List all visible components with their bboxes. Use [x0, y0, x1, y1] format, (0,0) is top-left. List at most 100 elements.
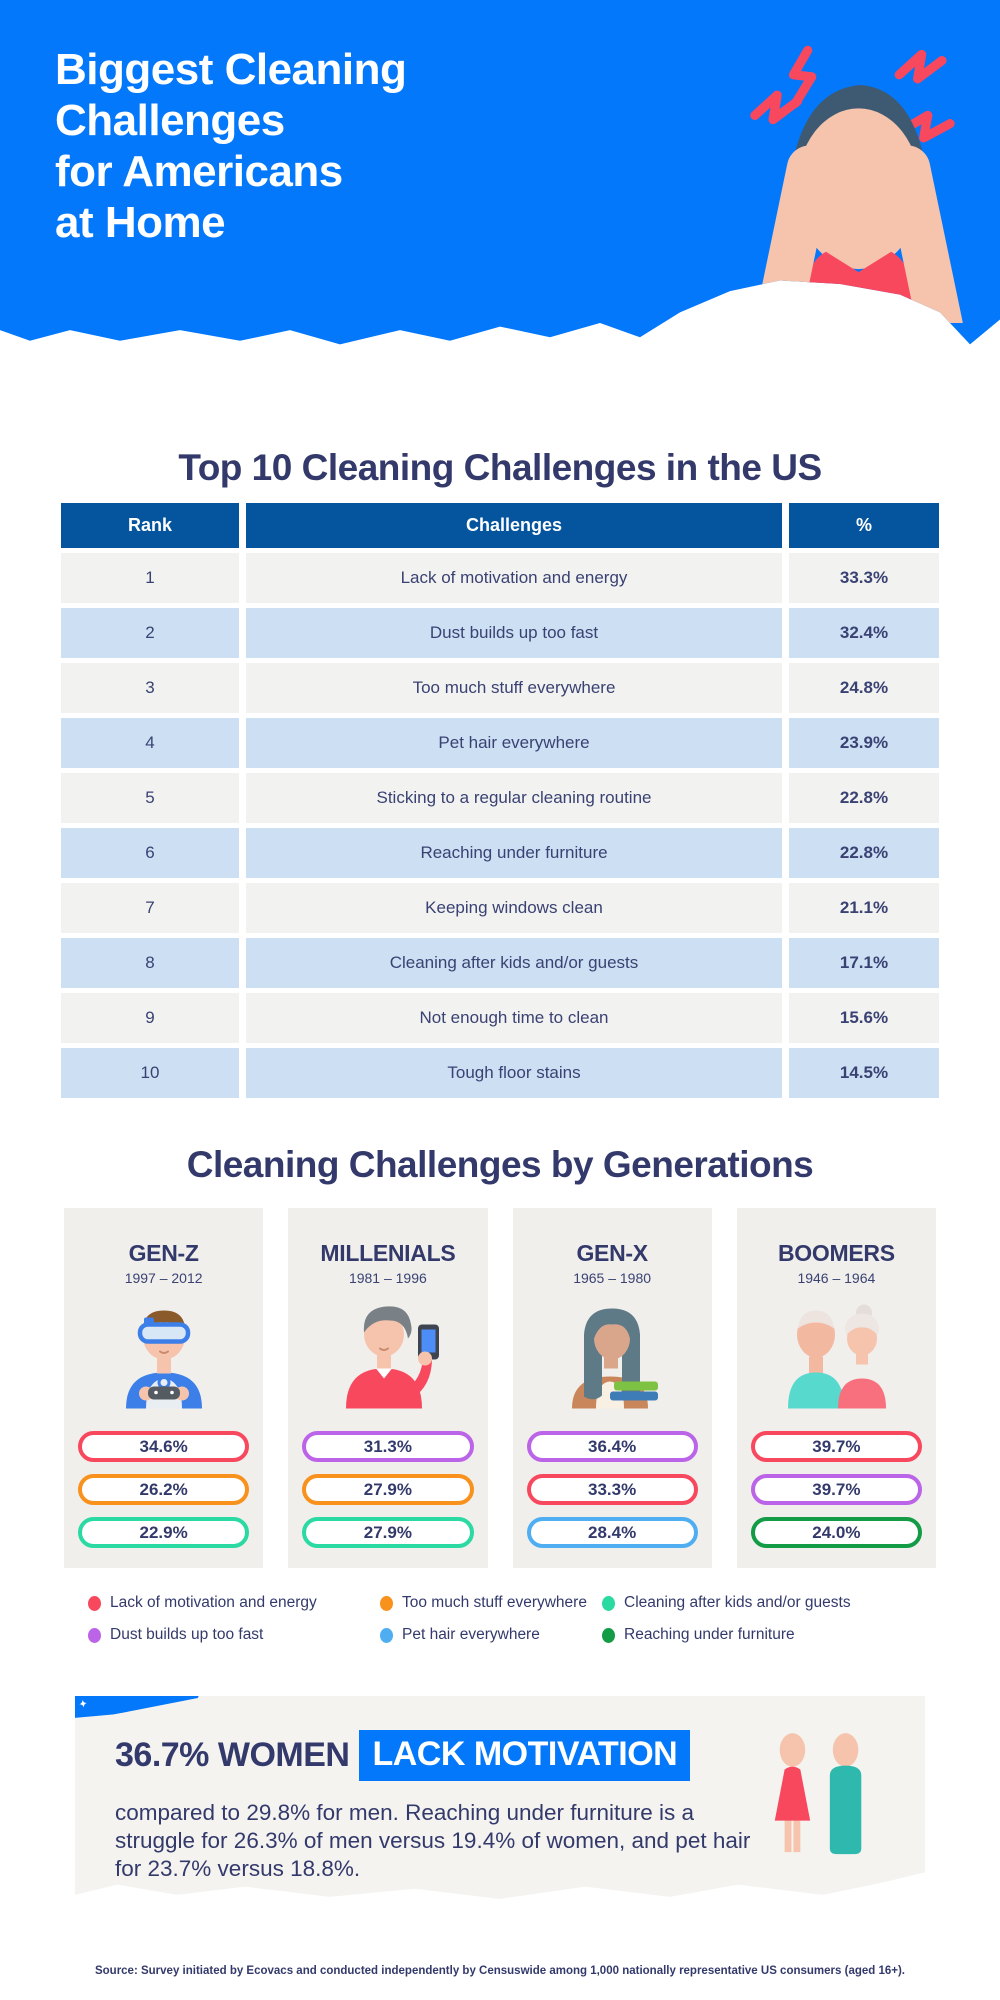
- challenge-cell: Sticking to a regular cleaning routine: [246, 773, 782, 823]
- callout-body-text: compared to 29.8% for men. Reaching unde…: [115, 1800, 751, 1881]
- rank-cell: 9: [61, 993, 239, 1043]
- rank-cell: 5: [61, 773, 239, 823]
- generation-years: 1997 – 2012: [124, 1270, 203, 1286]
- challenge-cell: Not enough time to clean: [246, 993, 782, 1043]
- legend-dot-icon: [602, 1627, 615, 1643]
- legend-dot-icon: [380, 1595, 393, 1611]
- challenge-cell: Dust builds up too fast: [246, 608, 782, 658]
- page-title-line: Biggest Cleaning: [55, 45, 407, 94]
- rank-cell: 8: [61, 938, 239, 988]
- generation-name: GEN-X: [576, 1240, 648, 1266]
- callout-heading-highlight: LACK MOTIVATION: [359, 1730, 691, 1781]
- page-title-line: for Americans: [55, 147, 343, 196]
- pill-group: 31.3% 27.9% 27.9%: [302, 1419, 474, 1548]
- challenge-cell: Too much stuff everywhere: [246, 663, 782, 713]
- stat-pill: 24.0%: [750, 1517, 922, 1548]
- man-with-phone-icon: [345, 1306, 439, 1409]
- callout-heading-plain: 36.7% WOMEN: [115, 1736, 350, 1774]
- stat-pill: 27.9%: [302, 1474, 474, 1505]
- legend-item: Lack of motivation and energy: [88, 1594, 380, 1612]
- column-header-rank: Rank: [61, 503, 239, 548]
- blue-tape-icon: ✳ ✦ ✦ ✦: [45, 1657, 208, 1726]
- pct-cell: 17.1%: [789, 938, 939, 988]
- challenge-cell: Cleaning after kids and/or guests: [246, 938, 782, 988]
- pct-cell: 32.4%: [789, 608, 939, 658]
- legend-label: Too much stuff everywhere: [402, 1594, 587, 1611]
- header-banner: Biggest Cleaning Challenges for American…: [0, 0, 1000, 345]
- stat-pill: 39.7%: [750, 1474, 922, 1505]
- generation-cards: GEN-Z 1997 – 2012 34.6% 26.2% 22.9% MILL…: [64, 1208, 936, 1568]
- pill-group: 34.6% 26.2% 22.9%: [78, 1419, 250, 1548]
- column-header-percent: %: [789, 503, 939, 548]
- page-title: Biggest Cleaning Challenges for American…: [55, 44, 407, 248]
- vr-gamer-icon: [125, 1310, 202, 1409]
- legend-label: Dust builds up too fast: [110, 1626, 264, 1643]
- pill-group: 39.7% 39.7% 24.0%: [750, 1419, 922, 1548]
- legend-item: Reaching under furniture: [602, 1626, 936, 1644]
- stat-pill: 34.6%: [78, 1431, 250, 1462]
- legend-label: Lack of motivation and energy: [110, 1594, 317, 1611]
- pct-cell: 33.3%: [789, 553, 939, 603]
- stat-pill: 33.3%: [526, 1474, 698, 1505]
- source-note: Source: Survey initiated by Ecovacs and …: [94, 1965, 906, 1977]
- stat-pill: 39.7%: [750, 1431, 922, 1462]
- generation-name: GEN-Z: [128, 1240, 199, 1266]
- generations-title: Cleaning Challenges by Generations: [186, 1144, 814, 1185]
- generation-name: MILLENIALS: [320, 1240, 456, 1266]
- legend-dot-icon: [380, 1627, 393, 1643]
- rank-cell: 10: [61, 1048, 239, 1098]
- pct-cell: 22.8%: [789, 773, 939, 823]
- legend-item: Dust builds up too fast: [88, 1626, 380, 1644]
- legend-label: Pet hair everywhere: [402, 1626, 540, 1643]
- generation-years: 1981 – 1996: [348, 1270, 427, 1286]
- pct-cell: 24.8%: [789, 663, 939, 713]
- stat-pill: 27.9%: [302, 1517, 474, 1548]
- legend-label: Cleaning after kids and/or guests: [624, 1594, 851, 1611]
- gender-callout: ✳ ✦ ✦ ✦ 36.7% WOMEN LACK MOTIVATION comp…: [75, 1696, 925, 1899]
- legend-item: Pet hair everywhere: [380, 1626, 602, 1644]
- generation-card-gen-z: GEN-Z 1997 – 2012 34.6% 26.2% 22.9%: [64, 1208, 264, 1568]
- legend-item: Too much stuff everywhere: [380, 1594, 602, 1612]
- pct-cell: 23.9%: [789, 718, 939, 768]
- page-title-line: at Home: [55, 198, 226, 247]
- column-header-challenges: Challenges: [246, 503, 782, 548]
- top10-table: Rank Challenges % 1 Lack of motivation a…: [61, 503, 939, 1098]
- stat-pill: 31.3%: [302, 1431, 474, 1462]
- page-title-line: Challenges: [55, 96, 285, 145]
- rank-cell: 4: [61, 718, 239, 768]
- legend-item: Cleaning after kids and/or guests: [602, 1594, 936, 1612]
- woman-and-man-figures-icon: [774, 1733, 862, 1855]
- legend-label: Reaching under furniture: [624, 1626, 795, 1643]
- challenge-cell: Pet hair everywhere: [246, 718, 782, 768]
- generation-card-gen-x: GEN-X 1965 – 1980 36.4% 33.3% 28.4%: [512, 1208, 712, 1568]
- stressed-person-icon: [750, 45, 963, 323]
- stat-pill: 26.2%: [78, 1474, 250, 1505]
- rank-cell: 3: [61, 663, 239, 713]
- rank-cell: 1: [61, 553, 239, 603]
- legend-dot-icon: [88, 1627, 101, 1643]
- challenge-cell: Tough floor stains: [246, 1048, 782, 1098]
- rank-cell: 2: [61, 608, 239, 658]
- generation-card-boomers: BOOMERS 1946 – 1964 39.7% 39.7% 24.0%: [736, 1208, 936, 1568]
- challenge-cell: Keeping windows clean: [246, 883, 782, 933]
- generation-name: BOOMERS: [778, 1240, 895, 1266]
- pct-cell: 22.8%: [789, 828, 939, 878]
- stat-pill: 36.4%: [526, 1431, 698, 1462]
- generation-years: 1946 – 1964: [797, 1270, 876, 1286]
- woman-with-books-icon: [572, 1308, 659, 1409]
- elderly-couple-icon: [788, 1304, 887, 1409]
- legend-dot-icon: [602, 1595, 615, 1611]
- pct-cell: 14.5%: [789, 1048, 939, 1098]
- rank-cell: 6: [61, 828, 239, 878]
- rank-cell: 7: [61, 883, 239, 933]
- challenge-legend: Lack of motivation and energy Too much s…: [64, 1594, 936, 1644]
- stat-pill: 22.9%: [78, 1517, 250, 1548]
- challenge-cell: Reaching under furniture: [246, 828, 782, 878]
- pct-cell: 21.1%: [789, 883, 939, 933]
- callout-heading: 36.7% WOMEN LACK MOTIVATION: [115, 1730, 885, 1781]
- legend-dot-icon: [88, 1595, 101, 1611]
- stat-pill: 28.4%: [526, 1517, 698, 1548]
- generation-card-millenials: MILLENIALS 1981 – 1996 31.3% 27.9% 27.9%: [288, 1208, 488, 1568]
- generation-years: 1965 – 1980: [573, 1270, 652, 1286]
- pct-cell: 15.6%: [789, 993, 939, 1043]
